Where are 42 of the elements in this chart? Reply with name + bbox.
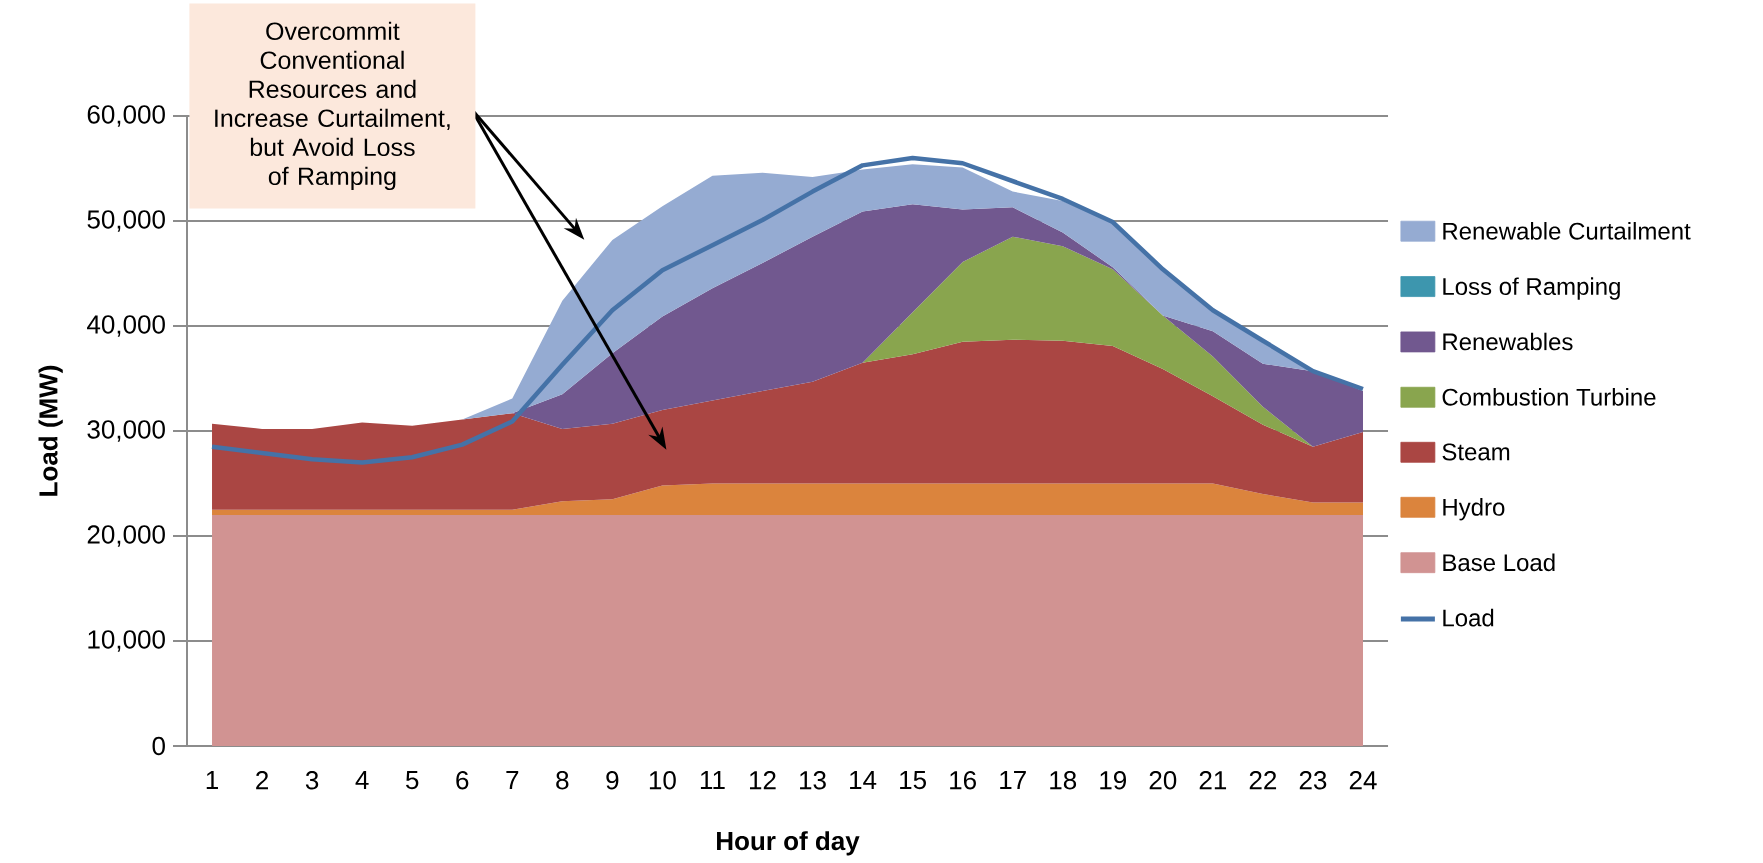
legend-label: Base Load [1443,553,1555,572]
x-tick-label: 5 [405,771,419,790]
x-tick-label: 22 [1249,771,1277,790]
x-tick-label: 9 [606,771,619,790]
x-tick-label: 20 [1149,771,1177,790]
y-tick-label: 60,000 [87,105,165,127]
legend-label: Load [1443,608,1494,627]
x-tick-label: 3 [305,771,319,790]
x-tick-label: 17 [1000,771,1026,789]
x-tick-label: 11 [700,771,725,789]
y-tick-label: 30,000 [87,420,165,442]
x-tick-label: 12 [749,771,776,790]
x-tick-label: 16 [950,771,976,790]
x-axis-title: Hour of day [717,831,860,856]
x-tick-label: 19 [1100,771,1126,790]
x-tick-label: 24 [1349,771,1377,790]
legend-label: Renewable Curtailment [1443,222,1691,240]
x-tick-label: 23 [1299,771,1327,790]
x-tick-label: 8 [556,771,569,790]
x-tick-label: 2 [256,771,268,790]
y-axis-title: Load (MW) [38,365,63,496]
y-tick-label: 0 [152,736,165,756]
x-tick-label: 18 [1050,771,1077,790]
y-tick-label: 10,000 [88,630,165,652]
y-tick-label: 20,000 [87,525,165,547]
x-tick-label: 21 [1199,771,1227,790]
x-tick-label: 13 [800,771,826,790]
legend-label: Renewables [1443,332,1573,351]
y-tick-label: 40,000 [87,315,165,337]
legend-label: Steam [1442,443,1510,461]
x-tick-label: 4 [355,771,369,789]
x-tick-label: 1 [206,771,218,789]
x-tick-label: 15 [900,771,926,790]
x-tick-label: 7 [506,771,519,789]
annotation: Overcommit Conventional Resources and Increase Curtailment, but Avoid Loss of Ramping [215,21,450,191]
y-tick-label: 50,000 [87,210,165,232]
x-tick-label: 6 [456,771,469,790]
x-tick-label: 14 [850,771,877,789]
x-tick-label: 10 [649,771,676,790]
legend-label: Hydro [1443,498,1505,521]
legend-label: Combustion Turbine [1442,388,1656,406]
legend-label: Loss of Ramping [1443,277,1620,300]
